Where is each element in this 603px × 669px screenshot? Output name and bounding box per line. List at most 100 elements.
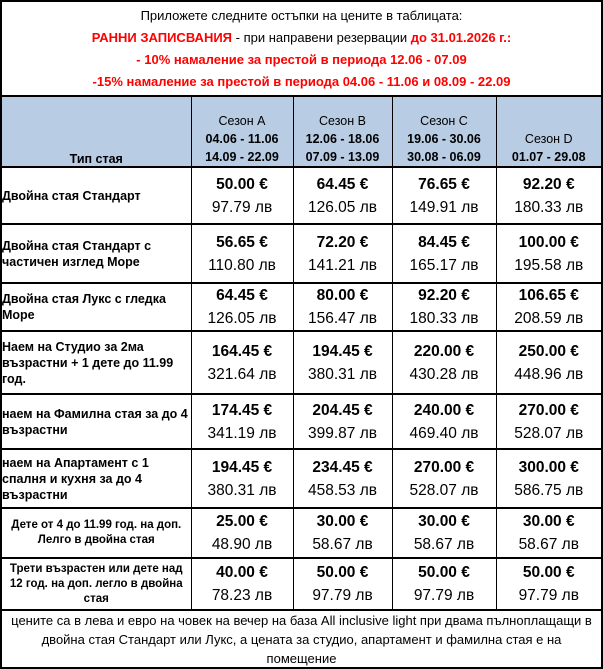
season-a-name: Сезон A — [218, 114, 266, 128]
price-eur: 220.00 € — [413, 342, 475, 360]
price-bgn: 399.87 лв — [308, 424, 377, 442]
price-cell: 300.00 € 586.75 лв — [495, 448, 601, 509]
notice-line-2-mid: - при направени резервации — [232, 29, 411, 45]
price-bgn: 458.53 лв — [308, 481, 377, 499]
season-c-header: Сезон C 19.06 - 30.06 30.08 - 06.09 — [391, 96, 497, 168]
price-cell: 84.45 € 165.17 лв — [391, 223, 497, 284]
room-type-label: наем на Апартамент с 1 спалня и кухня за… — [2, 448, 192, 509]
price-cell: 174.45 € 341.19 лв — [190, 393, 294, 450]
price-cell: 50.00 € 97.79 лв — [190, 166, 294, 225]
price-bgn: 195.58 лв — [514, 256, 584, 274]
price-cell: 250.00 € 448.96 лв — [495, 330, 601, 395]
price-eur: 76.65 € — [418, 175, 470, 193]
season-a-header: Сезон A 04.06 - 11.06 14.09 - 22.09 — [190, 96, 294, 168]
price-bgn: 208.59 лв — [514, 310, 584, 327]
season-c-name: Сезон C — [420, 114, 468, 128]
price-cell: 30.00 € 58.67 лв — [391, 507, 497, 559]
season-c-dates-1: 19.06 - 30.06 — [407, 132, 481, 146]
price-bgn: 430.28 лв — [409, 365, 479, 383]
price-cell: 92.20 € 180.33 лв — [391, 282, 497, 332]
price-eur: 64.45 € — [216, 287, 268, 304]
price-cell: 92.20 € 180.33 лв — [495, 166, 601, 225]
price-bgn: 58.67 лв — [413, 536, 475, 553]
price-cell: 270.00 € 528.07 лв — [391, 448, 497, 509]
price-eur: 250.00 € — [518, 342, 579, 360]
price-bgn: 469.40 лв — [409, 424, 479, 442]
price-eur: 30.00 € — [316, 513, 369, 530]
pricing-terms-note: цените са в лева и евро на човек на вече… — [2, 609, 601, 667]
price-eur: 100.00 € — [518, 233, 579, 251]
price-cell: 72.20 € 141.21 лв — [292, 223, 393, 284]
price-eur: 106.65 € — [518, 287, 579, 304]
price-cell: 30.00 € 58.67 лв — [495, 507, 601, 559]
price-cell: 234.45 € 458.53 лв — [292, 448, 393, 509]
price-bgn: 97.79 лв — [312, 587, 373, 604]
room-type-label: Двойна стая Стандарт — [2, 166, 192, 225]
table-header-row: Тип стая Сезон A 04.06 - 11.06 14.09 - 2… — [2, 96, 601, 168]
price-cell: 240.00 € 469.40 лв — [391, 393, 497, 450]
price-eur: 50.00 € — [316, 564, 369, 581]
price-bgn: 58.67 лв — [518, 536, 579, 553]
price-bgn: 126.05 лв — [308, 198, 377, 216]
price-bgn: 110.80 лв — [208, 256, 276, 274]
table-row: Дете от 4 до 11.99 год. на доп. Лелго в … — [2, 507, 601, 559]
price-bgn: 180.33 лв — [514, 198, 584, 216]
price-bgn: 380.31 лв — [207, 481, 277, 499]
table-row: Двойна стая Лукс с гледка Море 64.45 € 1… — [2, 282, 601, 332]
price-eur: 84.45 € — [418, 233, 470, 251]
price-bgn: 341.19 лв — [207, 424, 277, 442]
price-cell: 50.00 € 97.79 лв — [292, 557, 393, 610]
price-eur: 30.00 € — [522, 513, 575, 530]
season-d-dates-1: 01.07 - 29.08 — [511, 150, 586, 164]
price-bgn: 380.31 лв — [308, 365, 377, 383]
price-cell: 194.45 € 380.31 лв — [292, 330, 393, 395]
room-type-label: Двойна стая Лукс с гледка Море — [2, 282, 192, 332]
price-eur: 270.00 € — [518, 401, 579, 419]
price-bgn: 165.17 лв — [409, 256, 479, 274]
early-booking-label: РАННИ ЗАПИСВАНИЯ — [91, 29, 233, 45]
price-cell: 30.00 € 58.67 лв — [292, 507, 393, 559]
booking-deadline: до 31.01.2026 г.: — [410, 29, 512, 45]
price-eur: 30.00 € — [418, 513, 470, 530]
price-eur: 174.45 € — [211, 401, 273, 419]
price-eur: 72.20 € — [316, 233, 369, 251]
room-type-label: наем на Фамилна стая за до 4 възрастни — [2, 393, 192, 450]
price-cell: 64.45 € 126.05 лв — [190, 282, 294, 332]
price-bgn: 97.79 лв — [518, 587, 579, 604]
season-d-name: Сезон D — [524, 132, 573, 146]
season-b-dates-2: 07.09 - 13.09 — [305, 150, 380, 164]
price-eur: 92.20 € — [522, 175, 575, 193]
price-cell: 164.45 € 321.64 лв — [190, 330, 294, 395]
price-bgn: 97.79 лв — [413, 587, 475, 604]
price-eur: 204.45 € — [312, 401, 373, 419]
table-row: наем на Фамилна стая за до 4 възрастни 1… — [2, 393, 601, 450]
notice-line-4: -15% намаление за престой в периода 04.0… — [92, 73, 511, 89]
season-b-dates-1: 12.06 - 18.06 — [305, 132, 380, 146]
room-type-label: Двойна стая Стандарт с частичен изглед М… — [2, 223, 192, 284]
price-cell: 25.00 € 48.90 лв — [190, 507, 294, 559]
price-eur: 50.00 € — [522, 564, 575, 581]
notice-line-1: Приложете следните остъпки на цените в т… — [140, 7, 463, 23]
table-row: Двойна стая Стандарт 50.00 € 97.79 лв 64… — [2, 166, 601, 225]
price-cell: 50.00 € 97.79 лв — [495, 557, 601, 610]
price-eur: 164.45 € — [211, 342, 273, 360]
price-cell: 204.45 € 399.87 лв — [292, 393, 393, 450]
price-eur: 194.45 € — [312, 342, 373, 360]
price-eur: 270.00 € — [413, 458, 475, 476]
price-cell: 64.45 € 126.05 лв — [292, 166, 393, 225]
price-cell: 100.00 € 195.58 лв — [495, 223, 601, 284]
price-cell: 194.45 € 380.31 лв — [190, 448, 294, 509]
table-row: Двойна стая Стандарт с частичен изглед М… — [2, 223, 601, 284]
price-bgn: 48.90 лв — [211, 536, 273, 553]
price-eur: 234.45 € — [312, 458, 373, 476]
price-bgn: 528.07 лв — [409, 481, 479, 499]
price-bgn: 156.47 лв — [308, 310, 377, 327]
price-cell: 50.00 € 97.79 лв — [391, 557, 497, 610]
room-type-label: Наем на Студио за 2ма възрастни + 1 дете… — [2, 330, 192, 395]
price-bgn: 97.79 лв — [211, 198, 273, 216]
season-a-dates-2: 14.09 - 22.09 — [205, 150, 279, 164]
price-eur: 50.00 € — [418, 564, 470, 581]
price-cell: 56.65 € 110.80 лв — [190, 223, 294, 284]
price-cell: 270.00 € 528.07 лв — [495, 393, 601, 450]
